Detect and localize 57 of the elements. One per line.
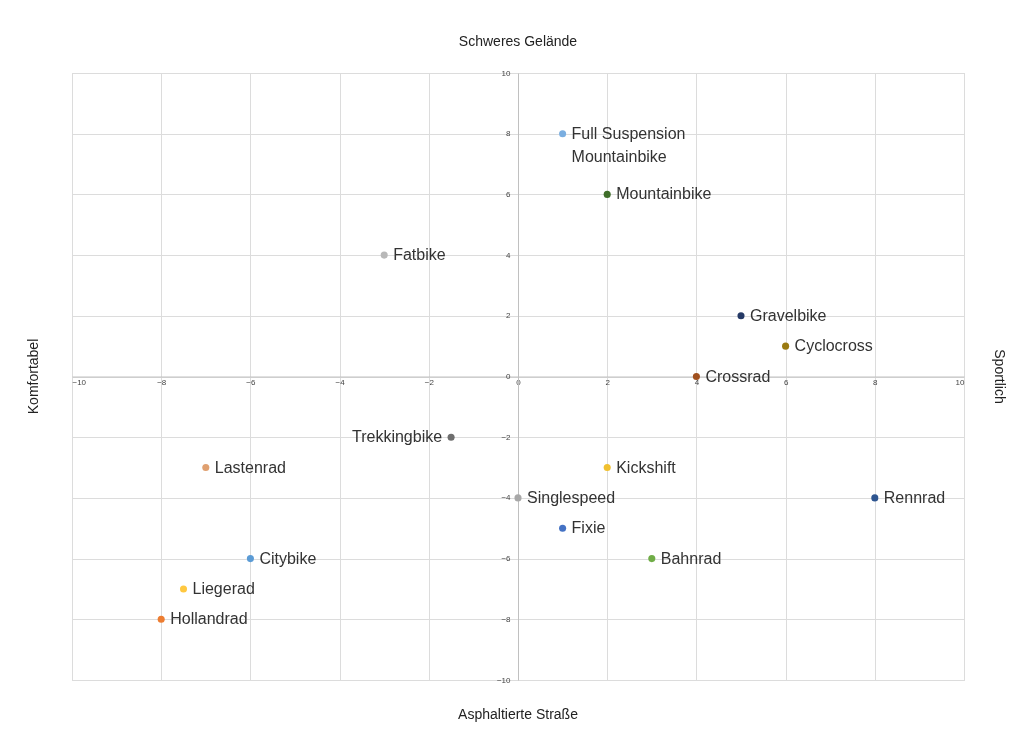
point: [157, 615, 165, 623]
x-tick-label: 2: [605, 378, 611, 387]
series-label: Rennrad: [883, 488, 946, 506]
x-tick-label: 8: [873, 378, 879, 387]
y-tick-label: −6: [501, 554, 512, 564]
point: [559, 524, 567, 532]
series-label: Citybike: [259, 549, 317, 567]
point: [179, 585, 188, 593]
point: [514, 494, 522, 502]
x-tick-label: −2: [424, 378, 435, 387]
series-label: Cyclocross: [794, 337, 873, 355]
point: [603, 464, 611, 472]
x-tick-label: −4: [335, 378, 346, 387]
series-label: Gravelbike: [750, 306, 827, 324]
y-tick-label: 0: [506, 372, 512, 381]
series-label: Hollandrad: [170, 610, 248, 628]
series-label: Fatbike: [393, 246, 446, 264]
series-label: Lastenrad: [214, 458, 286, 476]
series-label: Mountainbike: [616, 185, 712, 203]
y-tick-label: 4: [506, 250, 512, 260]
point: [871, 494, 879, 502]
chart-title: Schweres Gelände: [458, 33, 578, 49]
series-label: Singlespeed: [527, 488, 616, 506]
x-axis-title: Asphaltierte Straße: [458, 706, 579, 722]
point: [447, 433, 455, 441]
series-label: Trekkingbike: [351, 428, 443, 446]
y-axis-title: Komfortabel: [25, 338, 41, 415]
point: [380, 251, 388, 259]
series-label: Fixie: [571, 519, 606, 537]
point: [202, 464, 210, 472]
x-tick-label: 6: [783, 378, 789, 387]
point: [559, 130, 567, 138]
y-tick-label: 2: [506, 311, 512, 321]
point: [603, 190, 611, 198]
series-label: Bahnrad: [660, 549, 722, 567]
y-tick-label: 10: [501, 68, 512, 78]
x-tick-label: 10: [955, 378, 966, 387]
x-tick-label: −10: [72, 378, 87, 387]
point: [692, 372, 700, 381]
point: [782, 342, 790, 350]
x-tick-label: 4: [694, 378, 700, 387]
point: [246, 555, 254, 563]
y-tick-label: −2: [501, 432, 512, 442]
x-tick-label: −6: [246, 378, 257, 387]
text: Sportlich: [992, 349, 1008, 404]
y-tick-label: −8: [501, 614, 512, 624]
series-label: Full Suspension Mountainbike: [571, 124, 686, 165]
series-label: Crossrad: [705, 367, 771, 385]
y-tick-label: 8: [506, 129, 512, 139]
point: [648, 555, 656, 563]
series-label: Kickshift: [616, 458, 677, 476]
y-tick-label: −10: [496, 675, 512, 685]
y-tick-label: −4: [501, 493, 512, 503]
y-tick-label: 6: [506, 189, 512, 199]
series-label: Liegerad: [192, 579, 255, 597]
x-tick-label: −8: [157, 378, 167, 387]
point: [737, 312, 745, 320]
